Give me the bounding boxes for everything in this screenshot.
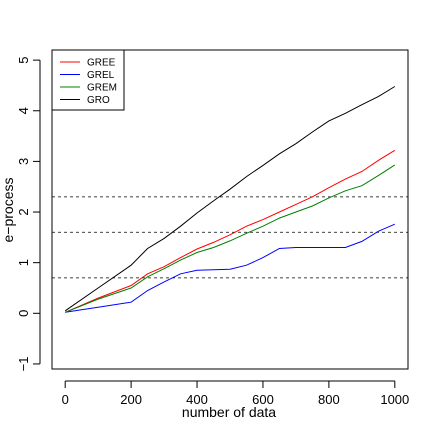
x-tick-label: 600 bbox=[252, 392, 274, 407]
series-line-gree bbox=[65, 149, 396, 313]
x-tick-label: 800 bbox=[318, 392, 340, 407]
y-tick-label: 3 bbox=[16, 158, 31, 165]
legend-label-gro: GRO bbox=[87, 95, 110, 106]
y-tick-label: 0 bbox=[16, 310, 31, 317]
y-tick-label: 1 bbox=[16, 259, 31, 266]
y-axis: −1 0 1 2 3 4 5 bbox=[16, 57, 41, 372]
reference-lines bbox=[52, 196, 408, 279]
x-tick-label: 200 bbox=[120, 392, 142, 407]
x-axis-title: number of data bbox=[182, 404, 276, 420]
y-tick-label: 5 bbox=[16, 57, 31, 64]
y-axis-title: e−process bbox=[0, 178, 16, 243]
legend-label-gree: GREE bbox=[87, 58, 116, 69]
x-tick-label: 400 bbox=[186, 392, 208, 407]
x-tick-label: 1000 bbox=[380, 392, 409, 407]
series-line-grem bbox=[65, 164, 396, 313]
y-tick-label: −1 bbox=[16, 357, 31, 372]
plot-frame bbox=[51, 49, 409, 370]
y-tick-label: 4 bbox=[16, 107, 31, 114]
series-line-gro bbox=[64, 86, 396, 312]
legend-label-grem: GREM bbox=[87, 83, 117, 94]
series-line-grel bbox=[65, 223, 395, 313]
x-tick-label: 0 bbox=[62, 392, 69, 407]
series-lines bbox=[64, 86, 396, 313]
x-axis: 0 200 400 600 800 1000 bbox=[62, 380, 409, 407]
legend-label-grel: GREL bbox=[87, 70, 115, 81]
y-tick-label: 2 bbox=[16, 208, 31, 215]
